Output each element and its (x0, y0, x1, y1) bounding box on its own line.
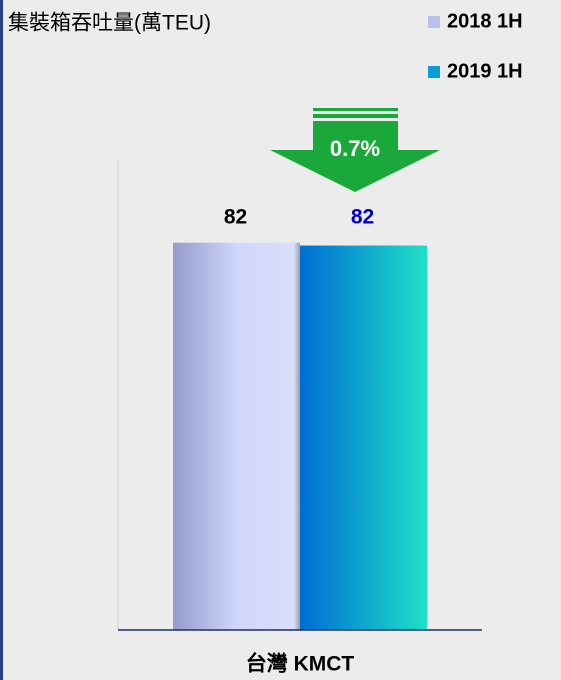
arrow-body (270, 121, 440, 192)
annotation-text: 0.7% (330, 136, 380, 161)
x-tick-label: 台灣 KMCT (246, 652, 355, 676)
legend-label: 2018 1H (447, 10, 523, 32)
bar (173, 242, 300, 630)
arrow-stripe (313, 108, 398, 111)
left-border (0, 0, 3, 680)
legend-swatch (428, 66, 440, 78)
chart-title: 集裝箱吞吐量(萬TEU) (8, 12, 211, 35)
legend-swatch (428, 16, 440, 28)
data-label: 82 (224, 206, 247, 229)
bar (300, 245, 427, 631)
annotation-arrow: 0.7% (270, 108, 440, 192)
data-label: 82 (351, 206, 374, 229)
legend-label: 2019 1H (447, 60, 523, 82)
arrow-stripe (313, 114, 398, 118)
